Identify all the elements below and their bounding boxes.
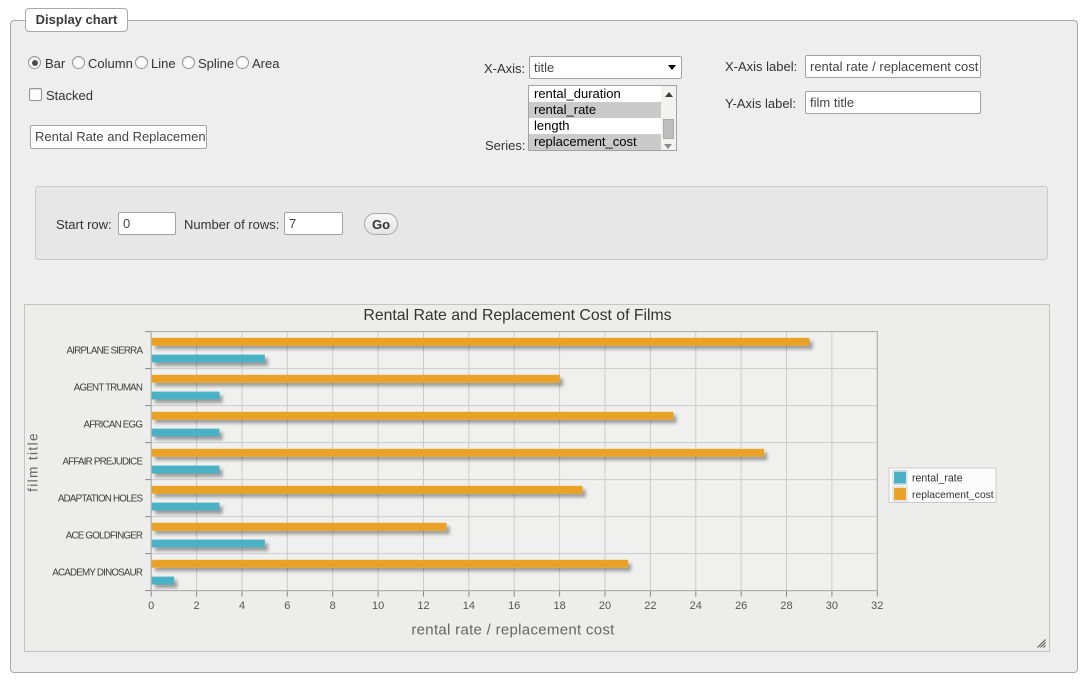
svg-text:24: 24	[690, 600, 702, 612]
svg-text:Rental Rate and Replacement Co: Rental Rate and Replacement Cost of Film…	[363, 307, 671, 324]
svg-text:0: 0	[148, 600, 154, 612]
svg-text:26: 26	[735, 600, 747, 612]
svg-text:8: 8	[330, 600, 336, 612]
svg-text:AFFAIR PREJUDICE: AFFAIR PREJUDICE	[62, 456, 143, 467]
svg-text:rental_rate: rental_rate	[912, 473, 963, 485]
svg-text:10: 10	[372, 600, 384, 612]
svg-text:30: 30	[826, 600, 838, 612]
svg-text:film title: film title	[26, 432, 41, 492]
svg-text:22: 22	[644, 600, 656, 612]
svg-text:20: 20	[599, 600, 611, 612]
svg-text:AFRICAN EGG: AFRICAN EGG	[83, 419, 142, 430]
svg-text:14: 14	[463, 600, 475, 612]
svg-text:32: 32	[871, 600, 883, 612]
svg-text:AIRPLANE SIERRA: AIRPLANE SIERRA	[67, 345, 144, 356]
svg-text:6: 6	[284, 600, 290, 612]
svg-text:ACADEMY DINOSAUR: ACADEMY DINOSAUR	[52, 567, 143, 578]
svg-text:2: 2	[194, 600, 200, 612]
svg-text:AGENT TRUMAN: AGENT TRUMAN	[74, 382, 143, 393]
svg-text:ADAPTATION HOLES: ADAPTATION HOLES	[58, 493, 144, 504]
svg-text:16: 16	[508, 600, 520, 612]
svg-text:4: 4	[239, 600, 245, 612]
svg-text:ACE GOLDFINGER: ACE GOLDFINGER	[66, 530, 143, 541]
svg-text:replacement_cost: replacement_cost	[912, 490, 994, 501]
svg-text:rental rate / replacement cost: rental rate / replacement cost	[411, 622, 615, 639]
svg-text:18: 18	[553, 600, 565, 612]
svg-text:12: 12	[417, 600, 429, 612]
svg-text:28: 28	[780, 600, 792, 612]
